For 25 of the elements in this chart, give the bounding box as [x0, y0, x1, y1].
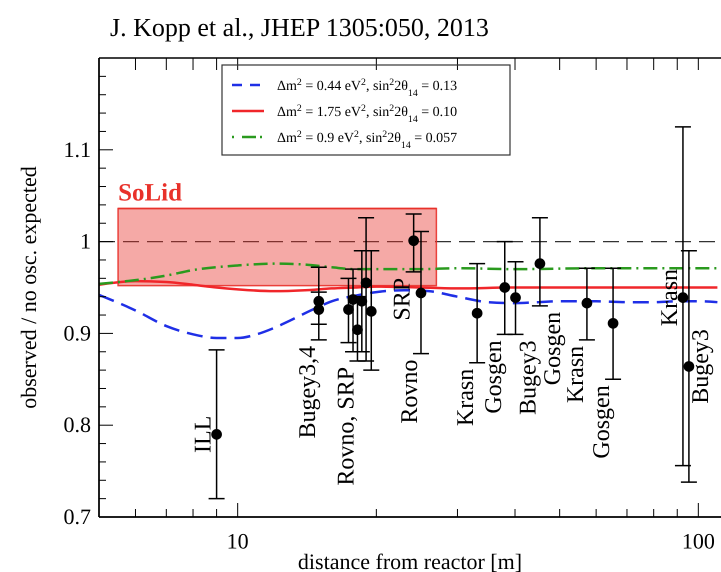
text: Δm$^{2}$ = 0.9 eV$^{2}$, sin$^{2}$2θ$_{14}$ = 0.057 — [277, 128, 458, 150]
text: Δm$^{2}$ = 0.44 eV$^{2}$, sin$^{2}$2θ$_{14}$ = 0.13 — [277, 76, 458, 98]
text: Δm$^{2}$ = 1.75 eV$^{2}$, sin$^{2}$2θ$_{14}$ = 0.10 — [277, 102, 458, 124]
annotation: Rovno, SRP — [333, 366, 360, 486]
chart-title: J. Kopp et al., JHEP 1305:050, 2013 — [110, 13, 489, 42]
y-tick-label: 0.8 — [64, 412, 91, 438]
annotation: ILL — [190, 416, 217, 454]
annotation: Bugey3,4 — [294, 346, 321, 438]
y-tick-label: 0.9 — [64, 320, 91, 346]
annotation: Krasn — [453, 368, 480, 426]
annotation: Rovno — [396, 360, 423, 424]
annotation: SRP — [390, 278, 416, 321]
annotation: Gosgen — [480, 340, 507, 414]
y-tick-label: 0.7 — [64, 504, 91, 530]
series-label: SoLid — [118, 180, 182, 207]
x-axis-title: distance from reactor [m] — [298, 549, 522, 572]
y-tick-label: 1.1 — [64, 136, 91, 162]
y-axis-title: observed / no osc. expected — [16, 166, 41, 409]
y-tick-label: 1 — [80, 228, 91, 254]
annotation: Bugey3 — [516, 340, 542, 415]
annotation: Bugey3 — [688, 329, 714, 404]
annotation: Krasn — [656, 268, 683, 326]
annotation: Gosgen — [589, 385, 616, 459]
x-tick-label: 10 — [226, 528, 249, 554]
x-tick-label: 100 — [682, 528, 715, 554]
